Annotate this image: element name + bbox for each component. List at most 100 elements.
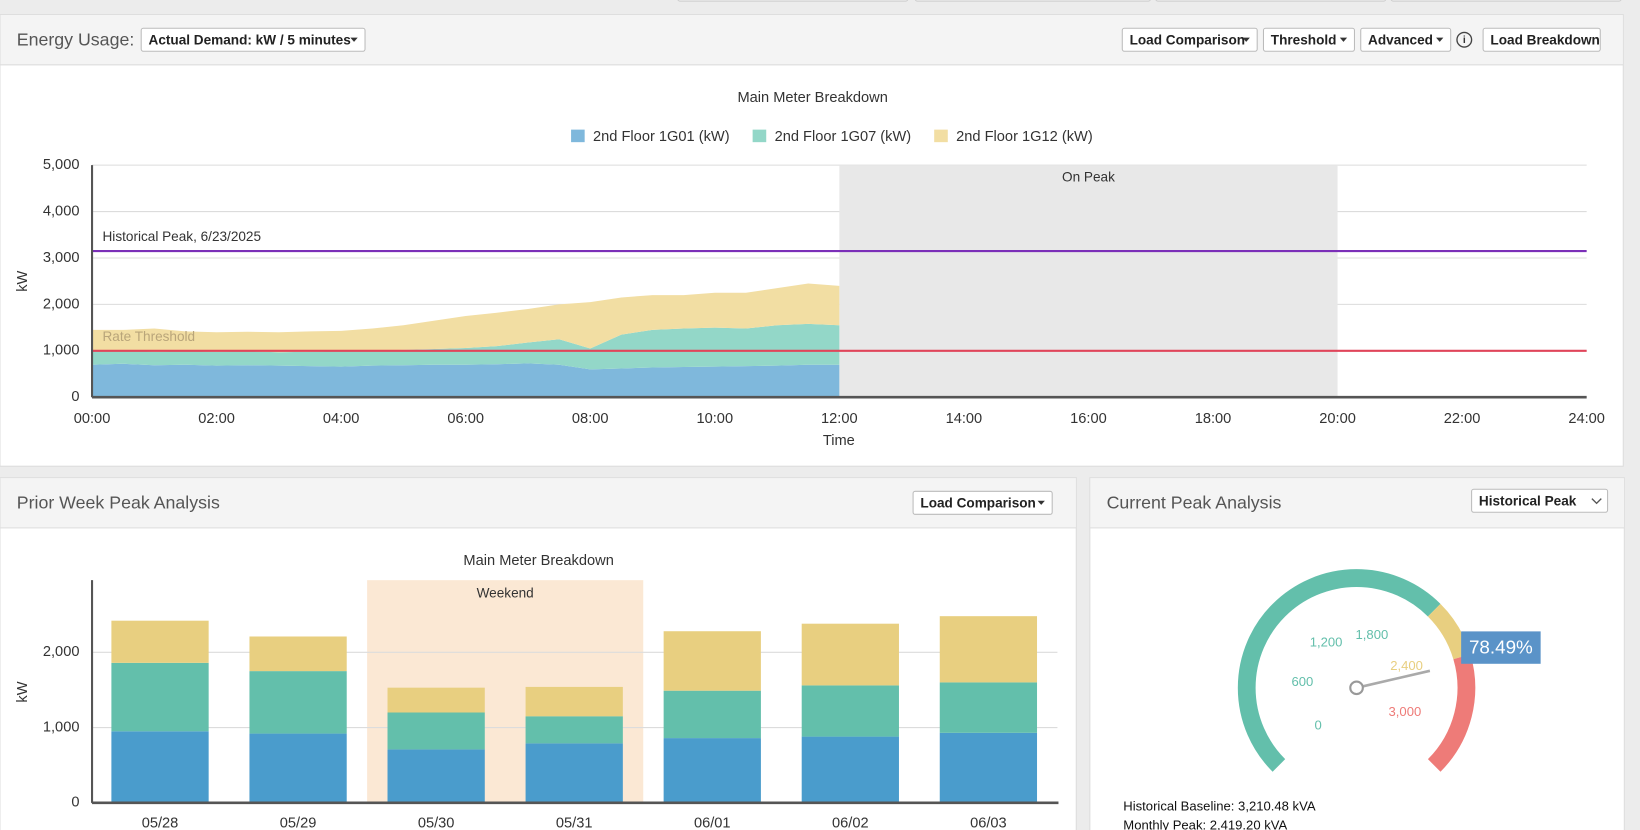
- x-tick-label: 14:00: [946, 411, 983, 427]
- bar-segment: [387, 687, 485, 713]
- legend-swatch: [752, 129, 767, 143]
- button[interactable]: [912, 490, 1053, 515]
- y-axis-label: kW: [15, 270, 31, 291]
- bar-segment: [663, 738, 761, 803]
- caret: [1037, 500, 1045, 505]
- legend-swatch: [934, 129, 948, 143]
- bar-segment: [387, 712, 485, 750]
- gauge-tick-label: 0: [1314, 718, 1321, 733]
- button[interactable]: [1360, 27, 1452, 52]
- bar-segment: [525, 716, 623, 744]
- x-tick-label: 05/30: [418, 816, 455, 830]
- button-label[interactable]: Load Comparison: [920, 495, 1035, 510]
- button[interactable]: [1262, 27, 1355, 52]
- button-label[interactable]: Advanced: [1368, 32, 1433, 47]
- legend-label: 2nd Floor 1G01 (kW): [593, 129, 730, 145]
- caret: [1242, 37, 1250, 42]
- caret: [350, 37, 358, 42]
- gauge-band: [1427, 603, 1471, 660]
- bar-segment: [801, 736, 899, 803]
- tab: [914, 0, 1151, 2]
- x-tick-label: 04:00: [323, 411, 360, 427]
- x-tick-label: 06:00: [447, 411, 484, 427]
- y-tick-label: 4,000: [43, 203, 80, 219]
- band-label: On Peak: [1062, 169, 1115, 184]
- bar-segment: [939, 732, 1038, 803]
- area: [92, 323, 840, 370]
- reference-label: Rate Threshold: [102, 329, 195, 344]
- y-tick-label: 5,000: [43, 157, 80, 173]
- gauge-needle: [1356, 669, 1431, 690]
- bar-segment: [111, 662, 209, 732]
- button[interactable]: [1121, 27, 1258, 52]
- y-tick-label: 0: [71, 795, 79, 811]
- x-tick-label: 12:00: [821, 411, 858, 427]
- bar-segment: [525, 686, 623, 717]
- needle-hub: [1349, 680, 1364, 696]
- button-label[interactable]: Actual Demand: kW / 5 minutes: [149, 32, 351, 47]
- x-tick-label: 06/03: [970, 816, 1007, 830]
- gauge-tick-label: 2,400: [1390, 658, 1423, 673]
- x-tick-label: 06/02: [832, 816, 869, 830]
- bar-segment: [939, 616, 1038, 683]
- x-tick-label: 18:00: [1195, 411, 1232, 427]
- button-label[interactable]: Load Breakdown: [1490, 32, 1599, 47]
- legend-label: 2nd Floor 1G07 (kW): [775, 129, 912, 145]
- on-peak-band: [839, 165, 1338, 398]
- chart-title: Main Meter Breakdown: [463, 553, 613, 569]
- reference-label: Historical Peak, 6/23/2025: [102, 229, 261, 244]
- button[interactable]: [1482, 27, 1601, 52]
- bar-segment: [249, 671, 347, 734]
- y-tick-label: 2,000: [43, 644, 80, 660]
- panel-title: Energy Usage:: [17, 29, 135, 49]
- bar-segment: [249, 636, 347, 672]
- bar-segment: [111, 620, 209, 663]
- y-tick-label: 1,000: [43, 719, 80, 735]
- bar-segment: [249, 733, 347, 803]
- bar-segment: [801, 623, 899, 686]
- gauge-tick-label: 600: [1292, 674, 1314, 689]
- value-label: 78.49%: [1469, 637, 1533, 658]
- gauge-band: [1427, 654, 1476, 772]
- y-axis-label: kW: [15, 681, 31, 702]
- x-tick-label: 22:00: [1444, 411, 1481, 427]
- info-icon-glyph: i: [1463, 35, 1466, 46]
- bar-segment: [801, 685, 899, 737]
- caret: [1339, 37, 1348, 42]
- x-tick-label: 00:00: [74, 411, 111, 427]
- area: [92, 283, 840, 353]
- y-tick-label: 1,000: [43, 343, 80, 359]
- y-tick-label: 3,000: [43, 250, 80, 266]
- tab: [677, 0, 909, 2]
- tab: [1155, 0, 1387, 2]
- bar-segment: [525, 743, 623, 803]
- x-tick-label: 05/29: [280, 816, 317, 830]
- info-icon[interactable]: [1456, 31, 1473, 48]
- gauge-tick-label: 3,000: [1389, 704, 1422, 719]
- x-tick-label: 10:00: [696, 411, 733, 427]
- button[interactable]: [1471, 488, 1609, 513]
- x-tick-label: 20:00: [1319, 411, 1356, 427]
- note: Historical Baseline: 3,210.48 kVA: [1123, 798, 1316, 813]
- tab: [1390, 0, 1622, 2]
- bar-segment: [663, 631, 761, 691]
- y-tick-label: 2,000: [43, 296, 80, 312]
- button[interactable]: [140, 27, 366, 52]
- area: [92, 363, 840, 398]
- legend-swatch: [571, 129, 585, 143]
- x-axis-label: Time: [823, 433, 855, 449]
- bar-segment: [939, 682, 1038, 733]
- y-tick-label: 0: [71, 389, 79, 405]
- x-tick-label: 08:00: [572, 411, 609, 427]
- button-label[interactable]: Threshold: [1271, 32, 1337, 47]
- caret: [1436, 37, 1444, 42]
- x-tick-label: 05/31: [556, 816, 593, 830]
- gauge-tick-label: 1,800: [1356, 627, 1389, 642]
- x-tick-label: 06/01: [694, 816, 731, 830]
- button-label[interactable]: Historical Peak: [1479, 493, 1577, 508]
- button-label[interactable]: Load Comparison: [1130, 32, 1245, 47]
- bar-segment: [111, 731, 209, 803]
- x-tick-label: 16:00: [1070, 411, 1107, 427]
